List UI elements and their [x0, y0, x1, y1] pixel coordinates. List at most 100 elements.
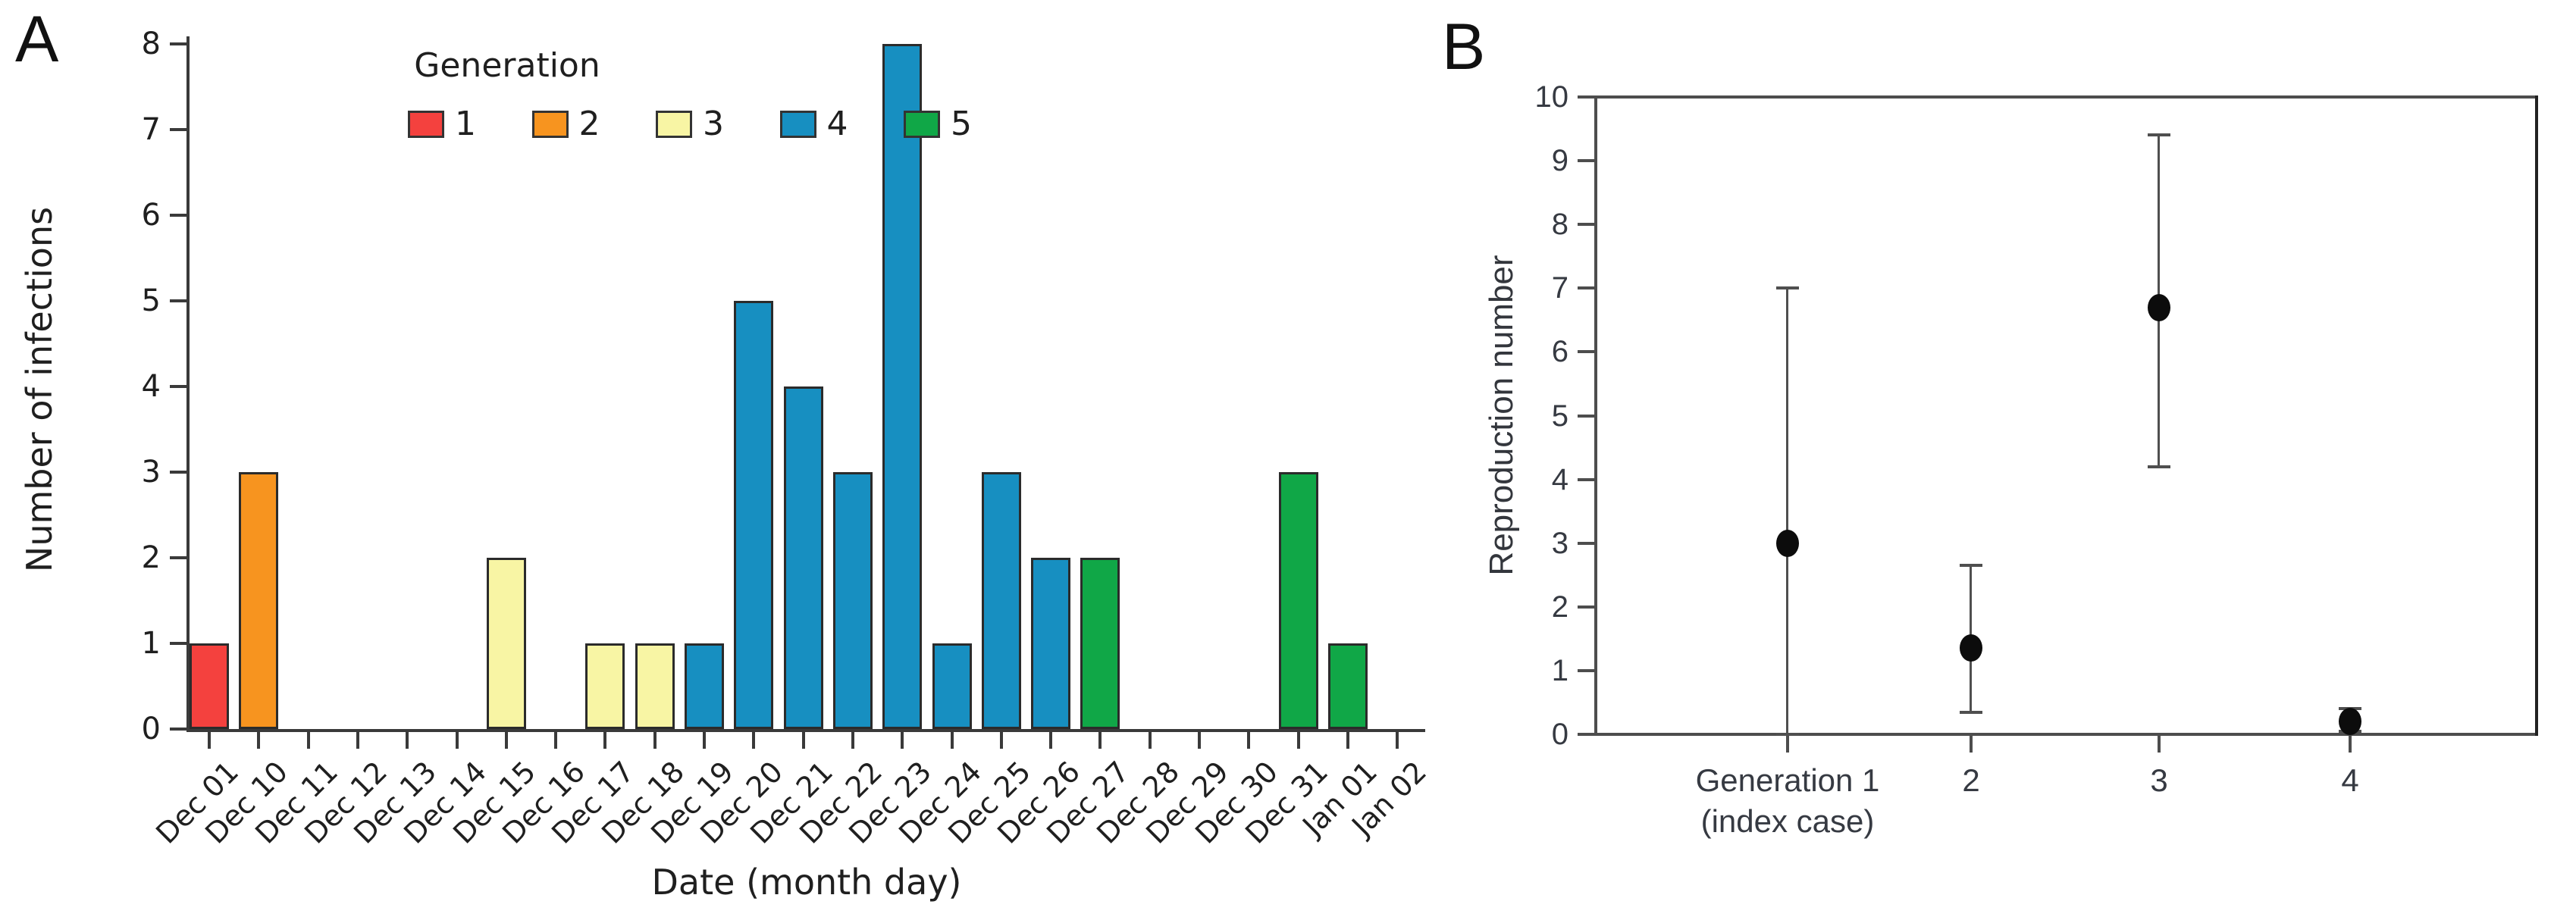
panel-a-x-tick — [406, 732, 409, 749]
panel-b-x-tick — [2158, 736, 2161, 753]
panel-b-frame-bottom — [1594, 733, 2538, 736]
panel-b-y-tick-label: 3 — [1551, 526, 1568, 560]
panel-a-x-tick — [208, 732, 211, 749]
panel-b-y-tick-label: 10 — [1534, 80, 1569, 114]
panel-a-y-tick — [170, 642, 186, 645]
panel-a-x-tick — [257, 732, 261, 749]
bar-dec-31-gen5 — [1278, 472, 1318, 729]
panel-b-y-tick — [1578, 350, 1594, 354]
panel-a-y-tick-label: 6 — [141, 198, 161, 233]
panel-b-y-tick-label: 9 — [1551, 144, 1568, 178]
panel-b-y-tick-label: 2 — [1551, 590, 1568, 624]
bar-dec-26-gen4 — [1031, 558, 1071, 729]
panel-a-x-tick — [455, 732, 459, 749]
panel-b-y-tick-label: 6 — [1551, 335, 1568, 369]
panel-a-y-tick-label: 0 — [141, 712, 161, 746]
panel-a-y-tick-label: 8 — [141, 27, 161, 61]
bar-jan-01-gen5 — [1327, 643, 1368, 729]
data-point-gen3 — [2148, 293, 2170, 321]
panel-a-y-tick — [170, 556, 186, 559]
panel-a-x-axis-line — [186, 729, 1425, 732]
panel-a-y-tick-label: 1 — [141, 626, 161, 661]
bar-dec-18-gen3 — [635, 643, 675, 729]
error-bar-cap-upper-gen2 — [1960, 564, 1982, 568]
error-bar-cap-lower-gen2 — [1960, 710, 1982, 714]
panel-b-y-tick — [1578, 414, 1594, 418]
panel-b-x-tick — [1786, 736, 1789, 753]
legend-title: Generation — [414, 46, 600, 85]
bar-dec-27-gen5 — [1080, 558, 1120, 729]
panel-a-y-tick-label: 2 — [141, 540, 161, 575]
panel-b-x-tick-label: 4 — [2341, 762, 2359, 798]
bar-dec-23-gen4 — [882, 44, 923, 729]
panel-b-frame-left — [1594, 95, 1597, 736]
legend-swatch-generation-5 — [904, 111, 940, 138]
panel-b-y-tick-label: 4 — [1551, 462, 1568, 496]
panel-a-x-tick — [1198, 732, 1201, 749]
bar-dec-01-gen1 — [190, 643, 229, 729]
panel-b-x-tick — [1970, 736, 1973, 753]
panel-b-y-tick — [1578, 605, 1594, 609]
bar-dec-25-gen4 — [981, 472, 1021, 729]
panel-a-y-tick — [170, 128, 186, 131]
panel-a-y-axis-line — [186, 36, 190, 732]
panel-a-x-tick — [1148, 732, 1152, 749]
panel-a-x-tick — [356, 732, 359, 749]
bar-dec-10-gen2 — [239, 472, 279, 729]
bar-dec-24-gen4 — [932, 643, 972, 729]
error-bar-cap-upper-gen3 — [2148, 133, 2170, 137]
panel-b-x-tick-label: Generation 1 (index case) — [1695, 762, 1880, 839]
panel-a-x-tick — [554, 732, 558, 749]
panel-b-y-tick — [1578, 477, 1594, 481]
error-bar-cap-lower-gen1 — [1776, 733, 1799, 736]
panel-a-x-tick — [603, 732, 607, 749]
panel-b-y-tick-label: 1 — [1551, 653, 1568, 687]
legend-swatch-generation-3 — [656, 111, 692, 138]
panel-a-x-tick — [1396, 732, 1399, 749]
panel-b-y-tick — [1578, 733, 1594, 736]
bar-dec-15-gen3 — [486, 558, 526, 729]
panel-a-x-axis-title: Date (month day) — [651, 862, 962, 903]
panel-b-y-tick — [1578, 95, 1594, 99]
panel-a-y-axis-title: Number of infections — [19, 206, 60, 573]
panel-a-y-tick — [170, 42, 186, 45]
bar-dec-22-gen4 — [832, 472, 873, 729]
data-point-gen2 — [1960, 634, 1982, 662]
panel-b-y-tick-label: 0 — [1551, 718, 1568, 751]
panel-b-frame-right — [2535, 95, 2538, 736]
legend-label-generation-5: 5 — [951, 105, 972, 143]
panel-a-x-tick — [653, 732, 657, 749]
panel-b-y-tick-label: 5 — [1551, 399, 1568, 433]
bar-dec-21-gen4 — [783, 386, 823, 729]
panel-a-x-tick — [801, 732, 805, 749]
panel-a-x-tick — [504, 732, 508, 749]
panel-b-x-tick — [2349, 736, 2352, 753]
panel-a-y-tick-label: 3 — [141, 455, 161, 490]
legend-label-generation-2: 2 — [578, 105, 600, 143]
panel-b-y-tick-label: 8 — [1551, 208, 1568, 242]
panel-a-x-tick — [851, 732, 854, 749]
data-point-gen4 — [2339, 708, 2361, 736]
data-point-gen1 — [1776, 529, 1799, 557]
panel-a-x-tick — [901, 732, 904, 749]
panel-a-y-tick-label: 7 — [141, 112, 161, 147]
panel-a-x-tick — [1247, 732, 1251, 749]
error-bar-cap-upper-gen1 — [1776, 286, 1799, 290]
panel-b-y-tick — [1578, 668, 1594, 672]
panel-b-frame-top — [1594, 95, 2538, 99]
error-bar-cap-lower-gen3 — [2148, 465, 2170, 468]
legend-label-generation-3: 3 — [703, 105, 724, 143]
panel-b-y-tick — [1578, 541, 1594, 545]
bar-dec-20-gen4 — [734, 301, 774, 729]
legend-swatch-generation-2 — [531, 111, 569, 138]
panel-a-x-tick — [1296, 732, 1300, 749]
panel-a-x-tick — [1346, 732, 1349, 749]
panel-a-x-tick — [752, 732, 756, 749]
legend-label-generation-1: 1 — [455, 105, 476, 143]
panel-b-x-tick-label: 3 — [2150, 762, 2168, 798]
panel-b-y-tick-label: 7 — [1551, 271, 1568, 305]
panel-a-x-tick — [306, 732, 310, 749]
panel-a-y-tick-label: 5 — [141, 283, 161, 318]
error-bar-line-gen1 — [1786, 288, 1788, 734]
